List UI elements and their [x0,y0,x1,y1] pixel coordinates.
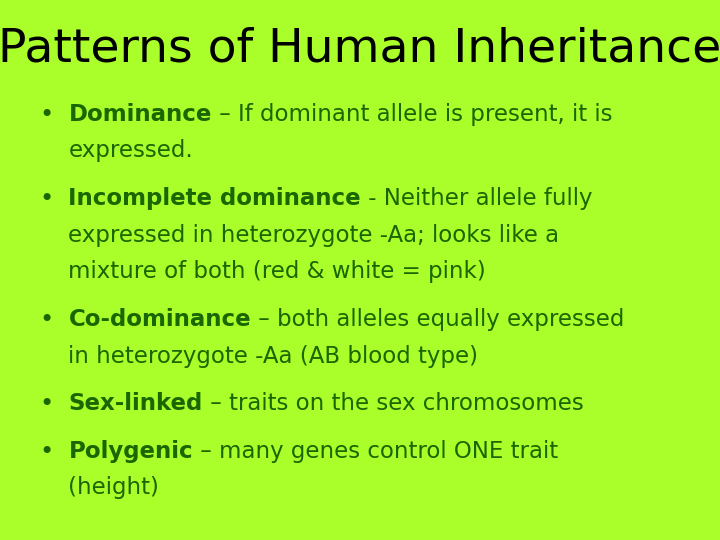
Text: Polygenic: Polygenic [68,440,193,463]
Text: (height): (height) [68,476,159,500]
Text: – traits on the sex chromosomes: – traits on the sex chromosomes [202,392,583,415]
Text: •: • [40,103,54,126]
Text: Co-dominance: Co-dominance [68,308,251,331]
Text: Incomplete dominance: Incomplete dominance [68,187,361,210]
Text: Dominance: Dominance [68,103,212,126]
Text: •: • [40,187,54,211]
Text: mixture of both (red & white = pink): mixture of both (red & white = pink) [68,260,486,284]
Text: •: • [40,440,54,463]
Text: in heterozygote -Aa (AB blood type): in heterozygote -Aa (AB blood type) [68,345,478,368]
Text: – both alleles equally expressed: – both alleles equally expressed [251,308,624,331]
Text: expressed.: expressed. [68,139,193,163]
Text: •: • [40,392,54,416]
Text: – many genes control ONE trait: – many genes control ONE trait [193,440,558,463]
Text: •: • [40,308,54,332]
Text: Sex-linked: Sex-linked [68,392,202,415]
Text: expressed in heterozygote -Aa; looks like a: expressed in heterozygote -Aa; looks lik… [68,224,559,247]
Text: – If dominant allele is present, it is: – If dominant allele is present, it is [212,103,612,126]
Text: Patterns of Human Inheritance: Patterns of Human Inheritance [0,27,720,72]
Text: - Neither allele fully: - Neither allele fully [361,187,593,210]
